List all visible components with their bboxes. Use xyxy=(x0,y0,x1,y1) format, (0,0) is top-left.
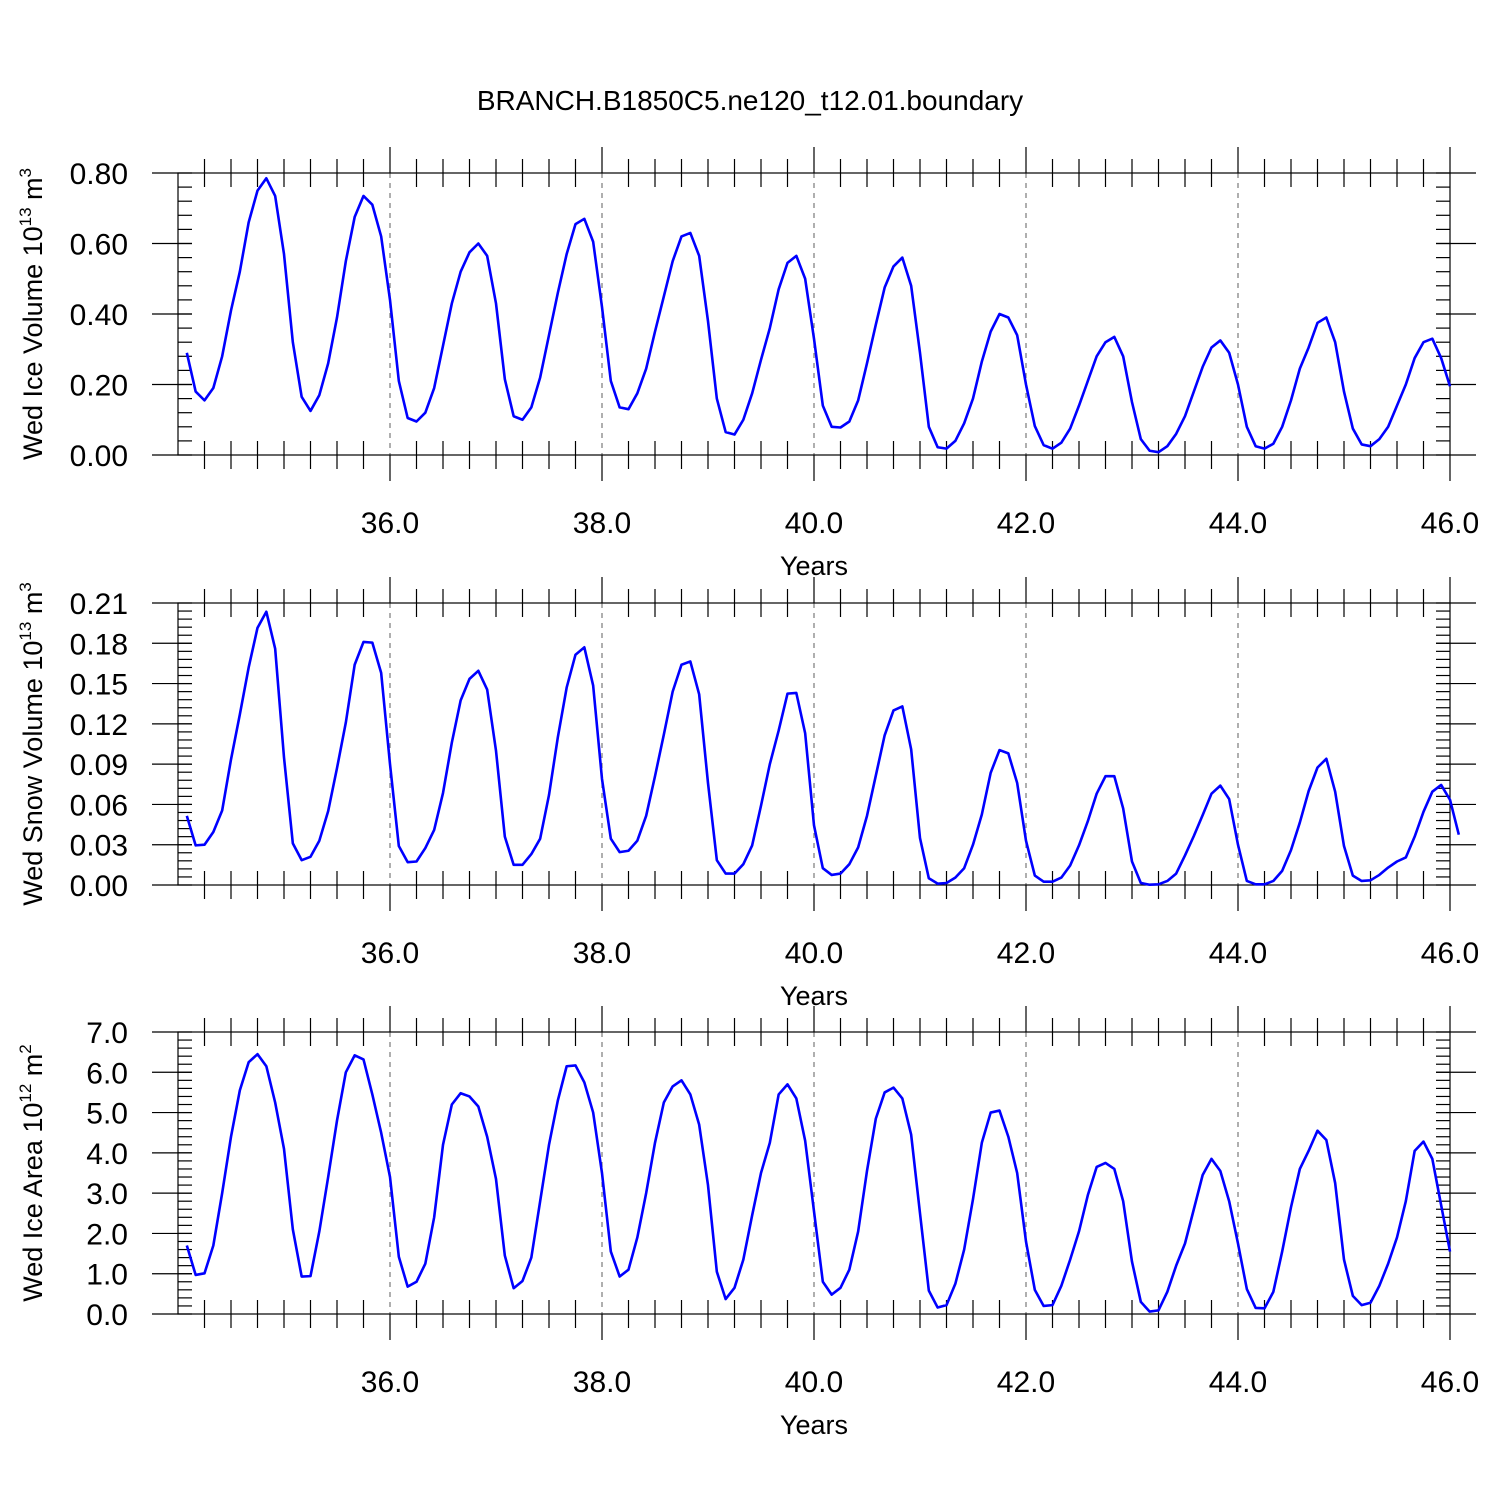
x-tick-label: 42.0 xyxy=(997,1366,1055,1399)
y-axis-label: Wed Ice Volume 1013 m3 xyxy=(16,168,48,460)
x-tick-label: 44.0 xyxy=(1209,507,1267,540)
series-line xyxy=(185,610,1461,887)
panel-3: 36.0 38.0 40.0 42.0 44.0 46.0 0.0 1.0 2.0 3.0 4.0 5… xyxy=(16,1006,1479,1440)
x-tick-label: 44.0 xyxy=(1209,937,1267,970)
y-tick-label: 0.20 xyxy=(70,370,128,403)
y-tick-label: 0.12 xyxy=(70,709,128,742)
x-tick-label: 40.0 xyxy=(785,937,843,970)
plot-frame xyxy=(177,1031,1451,1315)
x-tick-label: 36.0 xyxy=(361,507,419,540)
y-tick-label: 5.0 xyxy=(86,1098,128,1131)
y-tick-label: 6.0 xyxy=(86,1057,128,1090)
x-axis-label: Years xyxy=(780,1410,848,1440)
series-line xyxy=(185,176,1452,454)
plot-frame xyxy=(177,602,1451,886)
y-tick-label: 1.0 xyxy=(86,1259,128,1292)
y-tick-label: 3.0 xyxy=(86,1178,128,1211)
y-tick-label: 0.80 xyxy=(70,158,128,191)
x-tick-label: 44.0 xyxy=(1209,1366,1267,1399)
y-tick-label: 0.00 xyxy=(70,440,128,473)
y-axis-label: Wed Ice Area 1012 m2 xyxy=(16,1044,48,1302)
y-tick-label: 0.60 xyxy=(70,229,128,262)
y-axis-label-superscript: 13 xyxy=(16,622,35,641)
panels: 36.0 38.0 40.0 42.0 44.0 46.00.000.200.400.60… xyxy=(16,147,1479,1440)
y-tick-label: 0.40 xyxy=(70,299,128,332)
panel-2: 36.0 38.0 40.0 42.0 44.0 46.0 0.00 0.03 0.06 0.09… xyxy=(16,577,1479,1011)
x-tick-label: 42.0 xyxy=(997,507,1055,540)
figure-title: BRANCH.B1850C5.ne120_t12.01.boundary xyxy=(477,85,1023,116)
x-tick-label: 36.0 xyxy=(361,937,419,970)
x-tick-label: 38.0 xyxy=(573,507,631,540)
y-tick-label: 7.0 xyxy=(86,1017,128,1050)
y-axis-label-part: Wed Ice Area 10 xyxy=(18,1103,48,1302)
y-axis-label: Wed Snow Volume 1013 m3 xyxy=(16,582,48,906)
x-tick-label: 46.0 xyxy=(1421,1366,1479,1399)
x-tick-label: 46.0 xyxy=(1421,507,1479,540)
x-tick-label: 42.0 xyxy=(997,937,1055,970)
y-tick-label: 2.0 xyxy=(86,1218,128,1251)
x-axis-label: Years xyxy=(780,551,848,581)
y-tick-label: 0.00 xyxy=(70,870,128,903)
x-tick-label: 40.0 xyxy=(785,507,843,540)
y-axis-label-superscript: 13 xyxy=(16,207,35,226)
x-tick-label: 38.0 xyxy=(573,937,631,970)
y-axis-label-part: m xyxy=(18,177,48,207)
y-tick-label: 0.03 xyxy=(70,830,128,863)
y-tick-label: 0.21 xyxy=(70,588,128,621)
series-line xyxy=(185,1052,1452,1313)
y-axis-label-superscript: 3 xyxy=(16,582,35,591)
panel-1: 36.0 38.0 40.0 42.0 44.0 46.0 0.00 0.20 0.40 0.60… xyxy=(16,147,1479,581)
y-axis-label-part: m xyxy=(18,1054,48,1084)
y-tick-label: 0.18 xyxy=(70,628,128,661)
y-axis-label-superscript: 2 xyxy=(16,1044,35,1053)
y-tick-label: 0.09 xyxy=(70,749,128,782)
plot-frame xyxy=(177,172,1451,456)
y-tick-label: 4.0 xyxy=(86,1138,128,1171)
x-tick-label: 36.0 xyxy=(361,1366,419,1399)
y-axis-label-superscript: 3 xyxy=(16,168,35,177)
y-axis-label-part: Wed Ice Volume 10 xyxy=(18,226,48,460)
y-tick-label: 0.15 xyxy=(70,669,128,702)
y-axis-label-part: Wed Snow Volume 10 xyxy=(18,641,48,906)
y-tick-label: 0.0 xyxy=(86,1299,128,1332)
x-tick-label: 38.0 xyxy=(573,1366,631,1399)
x-tick-label: 46.0 xyxy=(1421,937,1479,970)
y-axis-label-part: m xyxy=(18,592,48,622)
y-tick-label: 0.06 xyxy=(70,789,128,822)
x-tick-label: 40.0 xyxy=(785,1366,843,1399)
y-axis-label-superscript: 12 xyxy=(16,1084,35,1103)
